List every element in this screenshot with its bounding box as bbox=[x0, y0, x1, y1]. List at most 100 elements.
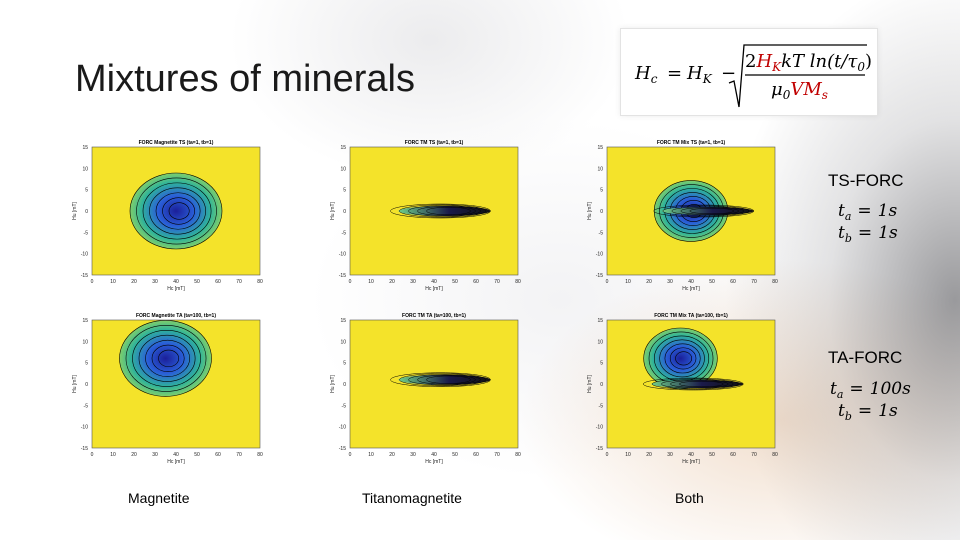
contour-line bbox=[670, 380, 729, 388]
x-axis-label: Hc [mT] bbox=[425, 286, 443, 292]
contour-line bbox=[151, 344, 185, 373]
y-tick-label: 0 bbox=[600, 382, 603, 388]
contour-line bbox=[680, 207, 740, 215]
y-tick-label: 15 bbox=[597, 145, 603, 151]
contour-line bbox=[129, 172, 223, 250]
contour-line bbox=[158, 349, 180, 368]
column-label-magnetite: Magnetite bbox=[128, 490, 190, 506]
y-tick-label: -10 bbox=[81, 425, 88, 431]
x-tick-label: 0 bbox=[606, 279, 609, 285]
x-axis-label: Hc [mT] bbox=[167, 459, 185, 465]
y-tick-label: 0 bbox=[85, 382, 88, 388]
y-tick-label: 15 bbox=[82, 318, 88, 324]
contour-line bbox=[155, 192, 201, 230]
contour-line bbox=[390, 372, 491, 387]
contour-line bbox=[689, 207, 735, 215]
plot-title: FORC TM TS (ta=1, tb=1) bbox=[405, 140, 464, 146]
contour-line bbox=[399, 204, 486, 218]
y-tick-label: 5 bbox=[85, 188, 88, 194]
forc-plot-titanomagnetite-ts: FORC TM TS (ta=1, tb=1) 0 10 20 30 40 50 60 70 80… bbox=[328, 135, 538, 292]
coercivity-formula: Hc = HK − 2HKkT ln(t/τ0) μ0VMs bbox=[634, 44, 872, 108]
y-tick-label: -5 bbox=[342, 403, 347, 409]
forc-plot-titanomagnetite-ta: FORC TM TA (ta=100, tb=1) 0 10 20 30 40 50 60 70… bbox=[328, 308, 538, 465]
contour-line bbox=[149, 187, 206, 235]
x-tick-label: 10 bbox=[625, 279, 631, 285]
column-label-titanomagnetite: Titanomagnetite bbox=[362, 490, 462, 506]
x-tick-label: 20 bbox=[646, 279, 652, 285]
contour-line bbox=[162, 197, 196, 225]
x-tick-label: 60 bbox=[473, 452, 479, 458]
y-tick-label: 15 bbox=[597, 318, 603, 324]
x-tick-label: 0 bbox=[349, 452, 352, 458]
svg-text:2HKkT ln(t/τ0): 2HKkT ln(t/τ0) bbox=[745, 51, 872, 74]
slide-title: Mixtures of minerals bbox=[75, 58, 415, 100]
y-axis-label: Hu [mT] bbox=[72, 375, 78, 393]
forc-plot-mix-ts: FORC TM Mix TS (ta=1, tb=1) 0 10 20 30 40 50 60… bbox=[585, 135, 795, 292]
svg-text:ta=100s: ta = 100s bbox=[830, 379, 911, 401]
contour-line bbox=[662, 205, 750, 217]
y-tick-label: -15 bbox=[81, 273, 88, 279]
contour-line bbox=[675, 351, 693, 366]
y-tick-label: -15 bbox=[339, 446, 346, 452]
x-tick-label: 10 bbox=[368, 279, 374, 285]
svg-text:Hc: Hc bbox=[634, 63, 658, 86]
formula-box: Hc = HK − 2HKkT ln(t/τ0) μ0VMs bbox=[620, 28, 878, 116]
ta-params: ta = 100s tb = 1s bbox=[830, 376, 950, 426]
y-tick-label: -10 bbox=[596, 425, 603, 431]
x-axis-label: Hc [mT] bbox=[682, 286, 700, 292]
contour-line bbox=[652, 378, 739, 390]
x-tick-label: 80 bbox=[772, 452, 778, 458]
forc-plot-mix-ta: FORC TM Mix TA (ta=100, tb=1) 0 10 20 30 40 50… bbox=[585, 308, 795, 465]
svg-text:=: = bbox=[667, 63, 682, 84]
y-tick-label: -10 bbox=[81, 252, 88, 258]
plot-title: FORC Magnetite TS (ta=1, tb=1) bbox=[139, 140, 214, 146]
ts-params: ta = 1s tb = 1s bbox=[838, 198, 948, 248]
ts-forc-label: TS-FORC bbox=[828, 171, 904, 190]
y-tick-label: 5 bbox=[600, 188, 603, 194]
x-tick-label: 60 bbox=[730, 452, 736, 458]
x-tick-label: 10 bbox=[368, 452, 374, 458]
contour-line bbox=[408, 374, 481, 386]
x-tick-label: 40 bbox=[173, 452, 179, 458]
svg-text:HK: HK bbox=[686, 63, 713, 86]
y-tick-label: 10 bbox=[82, 166, 88, 172]
x-tick-label: 10 bbox=[625, 452, 631, 458]
y-axis-label: Hu [mT] bbox=[587, 375, 593, 393]
x-tick-label: 20 bbox=[389, 452, 395, 458]
y-tick-label: -5 bbox=[599, 403, 604, 409]
contour-line bbox=[408, 205, 481, 217]
x-tick-label: 60 bbox=[730, 279, 736, 285]
y-tick-label: 15 bbox=[82, 145, 88, 151]
contour-line bbox=[136, 177, 217, 245]
contour-line bbox=[426, 375, 471, 384]
x-tick-label: 40 bbox=[173, 279, 179, 285]
x-tick-label: 30 bbox=[667, 452, 673, 458]
y-tick-label: 15 bbox=[340, 318, 346, 324]
contour-line bbox=[669, 347, 697, 370]
contour-line bbox=[671, 206, 745, 216]
y-tick-label: 10 bbox=[597, 166, 603, 172]
y-tick-label: 0 bbox=[343, 209, 346, 215]
x-tick-label: 30 bbox=[667, 279, 673, 285]
y-tick-label: 10 bbox=[340, 166, 346, 172]
y-axis-label: Hu [mT] bbox=[72, 202, 78, 220]
x-tick-label: 80 bbox=[257, 279, 263, 285]
x-tick-label: 50 bbox=[452, 279, 458, 285]
contour-line bbox=[145, 339, 190, 377]
contour-line bbox=[132, 329, 201, 387]
density-core bbox=[643, 328, 718, 389]
x-tick-label: 20 bbox=[131, 279, 137, 285]
x-tick-label: 40 bbox=[688, 279, 694, 285]
x-axis-label: Hc [mT] bbox=[167, 286, 185, 292]
y-tick-label: -15 bbox=[596, 273, 603, 279]
contour-line bbox=[417, 206, 476, 216]
y-tick-label: -10 bbox=[596, 252, 603, 258]
y-tick-label: -10 bbox=[339, 252, 346, 258]
x-tick-label: 80 bbox=[515, 452, 521, 458]
contour-line bbox=[142, 182, 212, 240]
x-tick-label: 80 bbox=[515, 279, 521, 285]
x-tick-label: 0 bbox=[91, 452, 94, 458]
contour-line bbox=[653, 204, 755, 218]
contour-line bbox=[643, 377, 744, 391]
contour-line bbox=[399, 373, 486, 387]
